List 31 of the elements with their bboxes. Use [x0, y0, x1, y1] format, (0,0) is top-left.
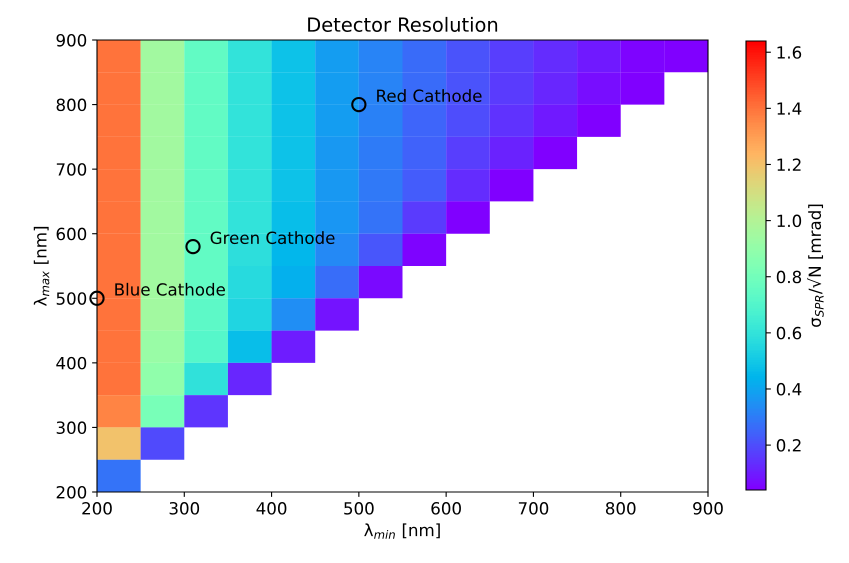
color-bar-label: 1.6 — [778, 46, 802, 59]
y-axis-title: λ$_{max}$ [nm] — [34, 226, 50, 306]
x-tick-label: 900 — [693, 502, 723, 515]
color-bar-label: 1.4 — [778, 102, 802, 115]
y-tick-label: 300 — [56, 421, 86, 434]
color-bar-label: 0.6 — [776, 326, 802, 340]
x-tick-label: 500 — [344, 502, 374, 515]
y-tick-label: 600 — [56, 228, 86, 240]
x-tick-label: 800 — [606, 502, 636, 515]
x-tick-label: 200 — [82, 502, 112, 515]
x-tick-label: 700 — [518, 502, 548, 515]
y-tick-label: 500 — [56, 292, 86, 305]
annotation: Blue Cathode — [115, 282, 225, 296]
x-axis-title: λ$_{min}$ [nm] — [364, 523, 440, 539]
annotation: Green Cathode — [210, 231, 335, 244]
color-bar-label: 1.2 — [778, 158, 801, 171]
chart-title: Detector Resolution — [308, 16, 498, 32]
x-tick-label: 400 — [256, 502, 286, 515]
color-bar-label: 1.0 — [778, 214, 802, 228]
y-tick-label: 700 — [56, 163, 86, 176]
color-bar-title: σ$_{SPR}$/√N [mrad] — [807, 204, 824, 327]
annotation: Red Cathode — [377, 89, 482, 102]
y-tick-label: 800 — [56, 98, 86, 112]
color-bar-label: 0.8 — [776, 270, 802, 284]
color-bar-label: 0.4 — [776, 382, 802, 396]
color-bar-label: 0.2 — [776, 439, 801, 452]
y-tick-label: 900 — [56, 34, 86, 47]
x-tick-label: 600 — [431, 502, 461, 515]
y-tick-label: 400 — [56, 356, 86, 370]
y-tick-label: 200 — [56, 486, 86, 499]
x-tick-label: 300 — [170, 502, 200, 515]
